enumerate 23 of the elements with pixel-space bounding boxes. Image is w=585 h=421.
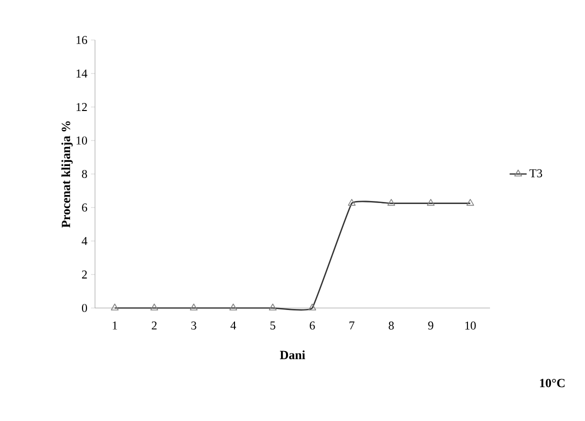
x-tick-label: 7 <box>350 322 354 330</box>
y-tick-label: 0 <box>82 304 88 312</box>
x-axis-title: Dani <box>280 350 306 360</box>
y-tick-label: 4 <box>82 237 88 245</box>
x-tick-label: 8 <box>388 322 394 330</box>
y-tick-label: 6 <box>82 203 88 212</box>
y-axis-title: Procenat klijanja % <box>61 121 73 228</box>
y-tick-label: 14 <box>76 70 88 78</box>
x-tick-label: 1 <box>112 322 118 330</box>
x-tick-label: 9 <box>428 322 434 330</box>
x-tick-label: 10 <box>465 322 476 330</box>
y-tick-label: 2 <box>82 270 87 278</box>
legend-label: T3 <box>530 169 542 178</box>
x-tick-label: 3 <box>191 322 196 330</box>
x-tick-label: 2 <box>152 322 157 330</box>
x-tick-label: 5 <box>270 322 276 330</box>
y-tick-label: 16 <box>76 36 88 44</box>
y-tick-label: 12 <box>76 103 87 111</box>
x-tick-label: 6 <box>310 322 315 330</box>
text: 10°C <box>540 378 565 388</box>
y-tick-label: 8 <box>82 170 88 178</box>
y-tick-label: 10 <box>76 136 88 145</box>
x-tick-label: 4 <box>230 322 236 330</box>
